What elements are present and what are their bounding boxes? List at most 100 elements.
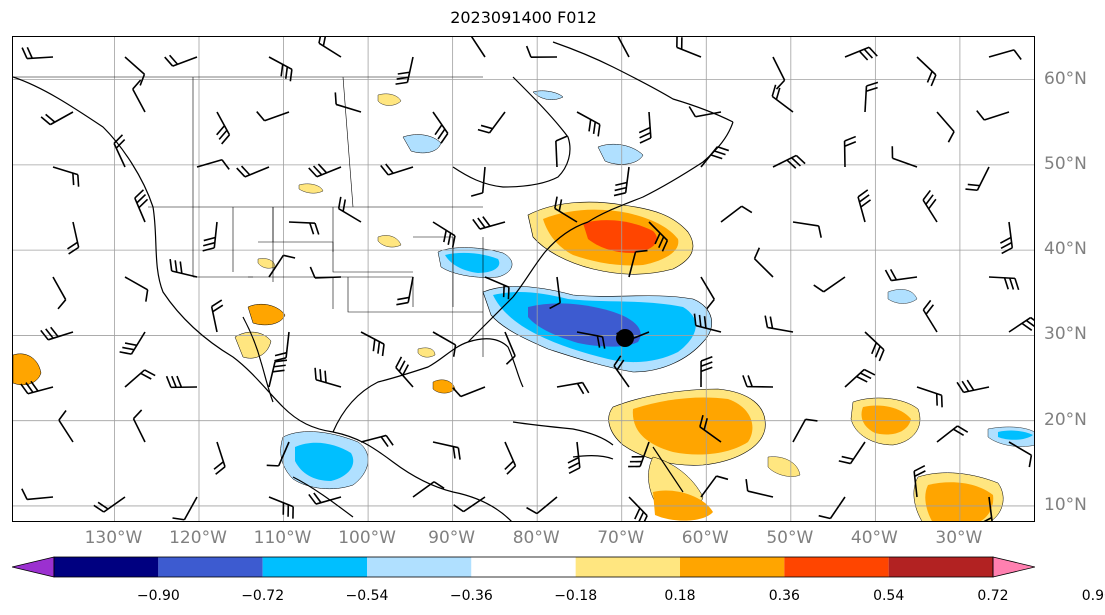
lon-tick-label: 40°W <box>850 528 898 548</box>
lat-tick-label: 20°N <box>1044 409 1087 430</box>
lat-tick-label: 30°N <box>1044 324 1087 345</box>
wind-barb <box>864 81 879 113</box>
wind-barb <box>818 496 846 520</box>
wind-barb <box>771 84 794 113</box>
wind-barb <box>638 111 652 144</box>
wind-barb <box>318 37 342 58</box>
wind-barb <box>844 368 876 388</box>
wind-barb <box>838 441 866 465</box>
colorbar-tick-label: −0.54 <box>345 588 389 604</box>
colorbar <box>12 556 1035 578</box>
wind-barb <box>67 221 80 255</box>
wind-barb <box>699 415 722 443</box>
wind-barb <box>700 276 715 310</box>
wind-barb <box>308 492 342 505</box>
map-canvas <box>13 37 1034 521</box>
wind-barb <box>988 276 1020 291</box>
wind-barb <box>21 46 54 60</box>
positive-anomaly-mexico-west <box>234 331 272 359</box>
wind-barb <box>936 111 955 143</box>
wind-barb <box>132 79 146 113</box>
wind-barb <box>613 166 630 197</box>
wind-barb <box>432 441 461 460</box>
wind-barb <box>688 106 722 118</box>
wind-barb <box>268 496 294 519</box>
wind-barb <box>470 37 486 58</box>
wind-barb <box>617 37 630 58</box>
wind-barb <box>554 196 578 223</box>
wind-barb <box>172 496 198 521</box>
wind-barb <box>169 258 198 278</box>
colorbar-tick-label: 0.72 <box>977 588 1009 604</box>
wind-barb <box>396 276 414 306</box>
wind-barb <box>124 276 149 302</box>
colorbar-segment <box>158 557 263 577</box>
wind-barb <box>314 367 342 388</box>
wind-barb <box>922 189 938 223</box>
gridlines <box>13 37 1034 521</box>
lon-tick-label: 30°W <box>935 528 983 548</box>
positive-anomaly-ne-us-max <box>583 220 657 253</box>
wind-barb <box>857 189 871 223</box>
wind-barb <box>20 380 54 395</box>
wind-barb <box>891 146 918 168</box>
wind-barb <box>274 331 290 362</box>
wind-barb <box>432 221 456 248</box>
wind-barb <box>216 111 231 145</box>
wind-barb <box>965 166 990 192</box>
wind-barb <box>1000 221 1014 255</box>
coastlines <box>13 41 734 521</box>
wind-barb <box>700 356 713 388</box>
wind-barb <box>792 418 818 443</box>
lon-tick-label: 130°W <box>84 528 143 548</box>
colorbar-tick-label: −0.18 <box>554 588 598 604</box>
wind-barb <box>576 111 601 137</box>
wind-barb <box>477 111 506 134</box>
wind-barbs <box>20 37 1034 521</box>
wind-barb <box>988 49 1022 60</box>
wind-barb <box>700 146 730 168</box>
colorbar-segment <box>575 557 680 577</box>
wind-barb <box>567 441 581 475</box>
wind-barb <box>119 331 146 355</box>
colorbar-tick-label: −0.36 <box>449 588 493 604</box>
wind-barb <box>745 479 774 498</box>
wind-barb <box>844 46 878 61</box>
lat-tick-label: 50°N <box>1044 153 1087 174</box>
colorbar-extend-max <box>992 556 1035 578</box>
lon-tick-label: 80°W <box>512 528 560 548</box>
wind-barb <box>976 110 1010 121</box>
wind-barb <box>700 475 729 498</box>
wind-barb <box>380 163 414 176</box>
wind-barb <box>555 135 568 168</box>
wind-barb <box>504 331 516 365</box>
wind-barb <box>412 481 445 498</box>
wind-barb <box>916 386 943 408</box>
lon-tick-label: 50°W <box>766 528 814 548</box>
wind-barb <box>40 326 74 341</box>
wind-barb <box>268 254 296 278</box>
lon-tick-label: 110°W <box>253 528 312 548</box>
colorbar-tick-label: 0.90 <box>1081 588 1105 604</box>
wind-barb <box>526 496 558 515</box>
colorbar-segment <box>471 557 576 577</box>
wind-barb <box>742 375 774 388</box>
colorbar-segment <box>367 557 472 577</box>
wind-barb <box>843 135 857 168</box>
wind-barb <box>334 92 362 113</box>
wind-barb <box>1008 441 1033 468</box>
wind-barb <box>196 159 230 170</box>
wind-barb <box>40 111 74 126</box>
wind-barb <box>58 410 74 443</box>
wind-barb <box>884 268 918 282</box>
wind-barb <box>525 45 558 59</box>
wind-barb <box>52 276 67 310</box>
colorbar-segment <box>784 557 889 577</box>
wind-barb <box>916 56 937 87</box>
wind-barb <box>210 299 224 333</box>
colorbar-segment <box>888 557 993 577</box>
wind-barb <box>628 496 648 521</box>
colorbar-tick-label: 0.36 <box>768 588 800 604</box>
wind-barb <box>309 266 342 279</box>
wind-barb <box>764 315 794 333</box>
